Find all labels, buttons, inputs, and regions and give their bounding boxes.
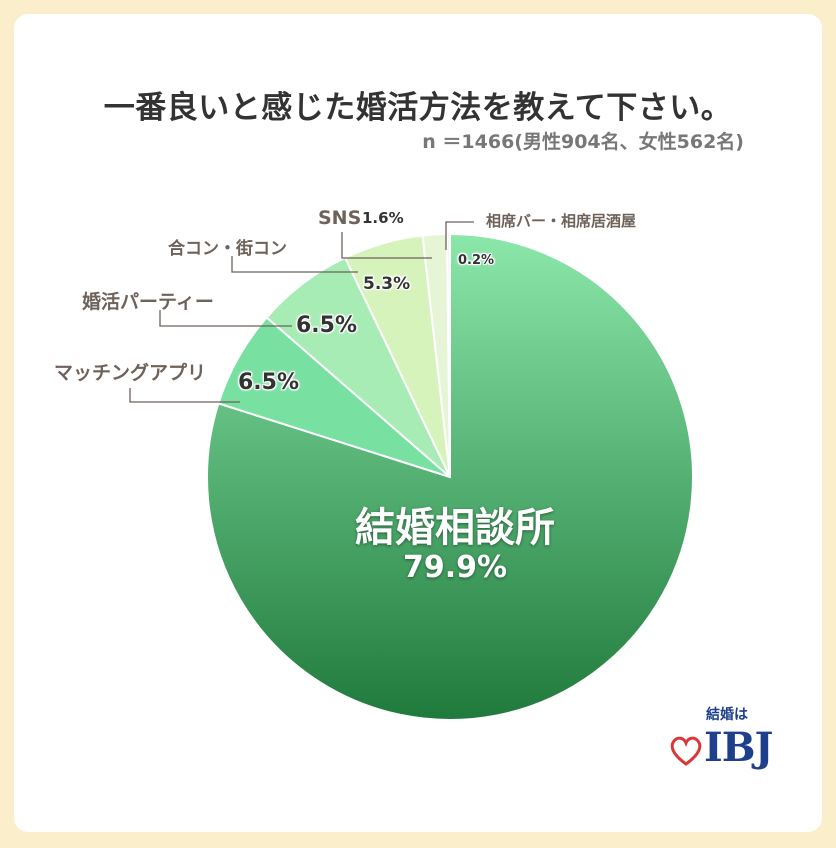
leader-sns bbox=[341, 232, 432, 259]
leader-konkatsu-party bbox=[159, 310, 292, 327]
pct-sns: 1.6% bbox=[362, 209, 404, 227]
logo-tagline: 結婚は bbox=[706, 707, 748, 723]
label-marriage-agency: 結婚相談所 bbox=[355, 505, 555, 551]
chart-title: 一番良いと感じた婚活方法を教えて下さい。 bbox=[103, 90, 733, 126]
leader-gokon bbox=[231, 256, 358, 273]
slice-aiseki-bar bbox=[445, 232, 451, 478]
pct-gokon: 5.3% bbox=[363, 274, 411, 294]
logo-brand: IBJ bbox=[704, 724, 773, 771]
label-aiseki-bar: 相席バー・相席居酒屋 bbox=[486, 212, 637, 230]
label-sns: SNS bbox=[318, 207, 362, 229]
leader-aiseki-bar bbox=[445, 221, 474, 250]
label-konkatsu-party: 婚活パーティー bbox=[82, 291, 214, 313]
heart-icon bbox=[670, 736, 702, 766]
ibj-logo: 結婚は IBJ bbox=[668, 702, 788, 782]
pct-konkatsu-party: 6.5% bbox=[296, 313, 358, 338]
pct-marriage-agency: 79.9% bbox=[402, 550, 508, 585]
leader-matching-app bbox=[129, 388, 240, 403]
label-gokon: 合コン・街コン bbox=[168, 239, 287, 259]
chart-subtitle: n ＝1466(男性904名、女性562名) bbox=[422, 131, 744, 153]
pct-matching-app: 6.5% bbox=[238, 370, 300, 395]
pct-aiseki-bar: 0.2% bbox=[458, 253, 495, 268]
label-matching-app: マッチングアプリ bbox=[54, 362, 207, 384]
